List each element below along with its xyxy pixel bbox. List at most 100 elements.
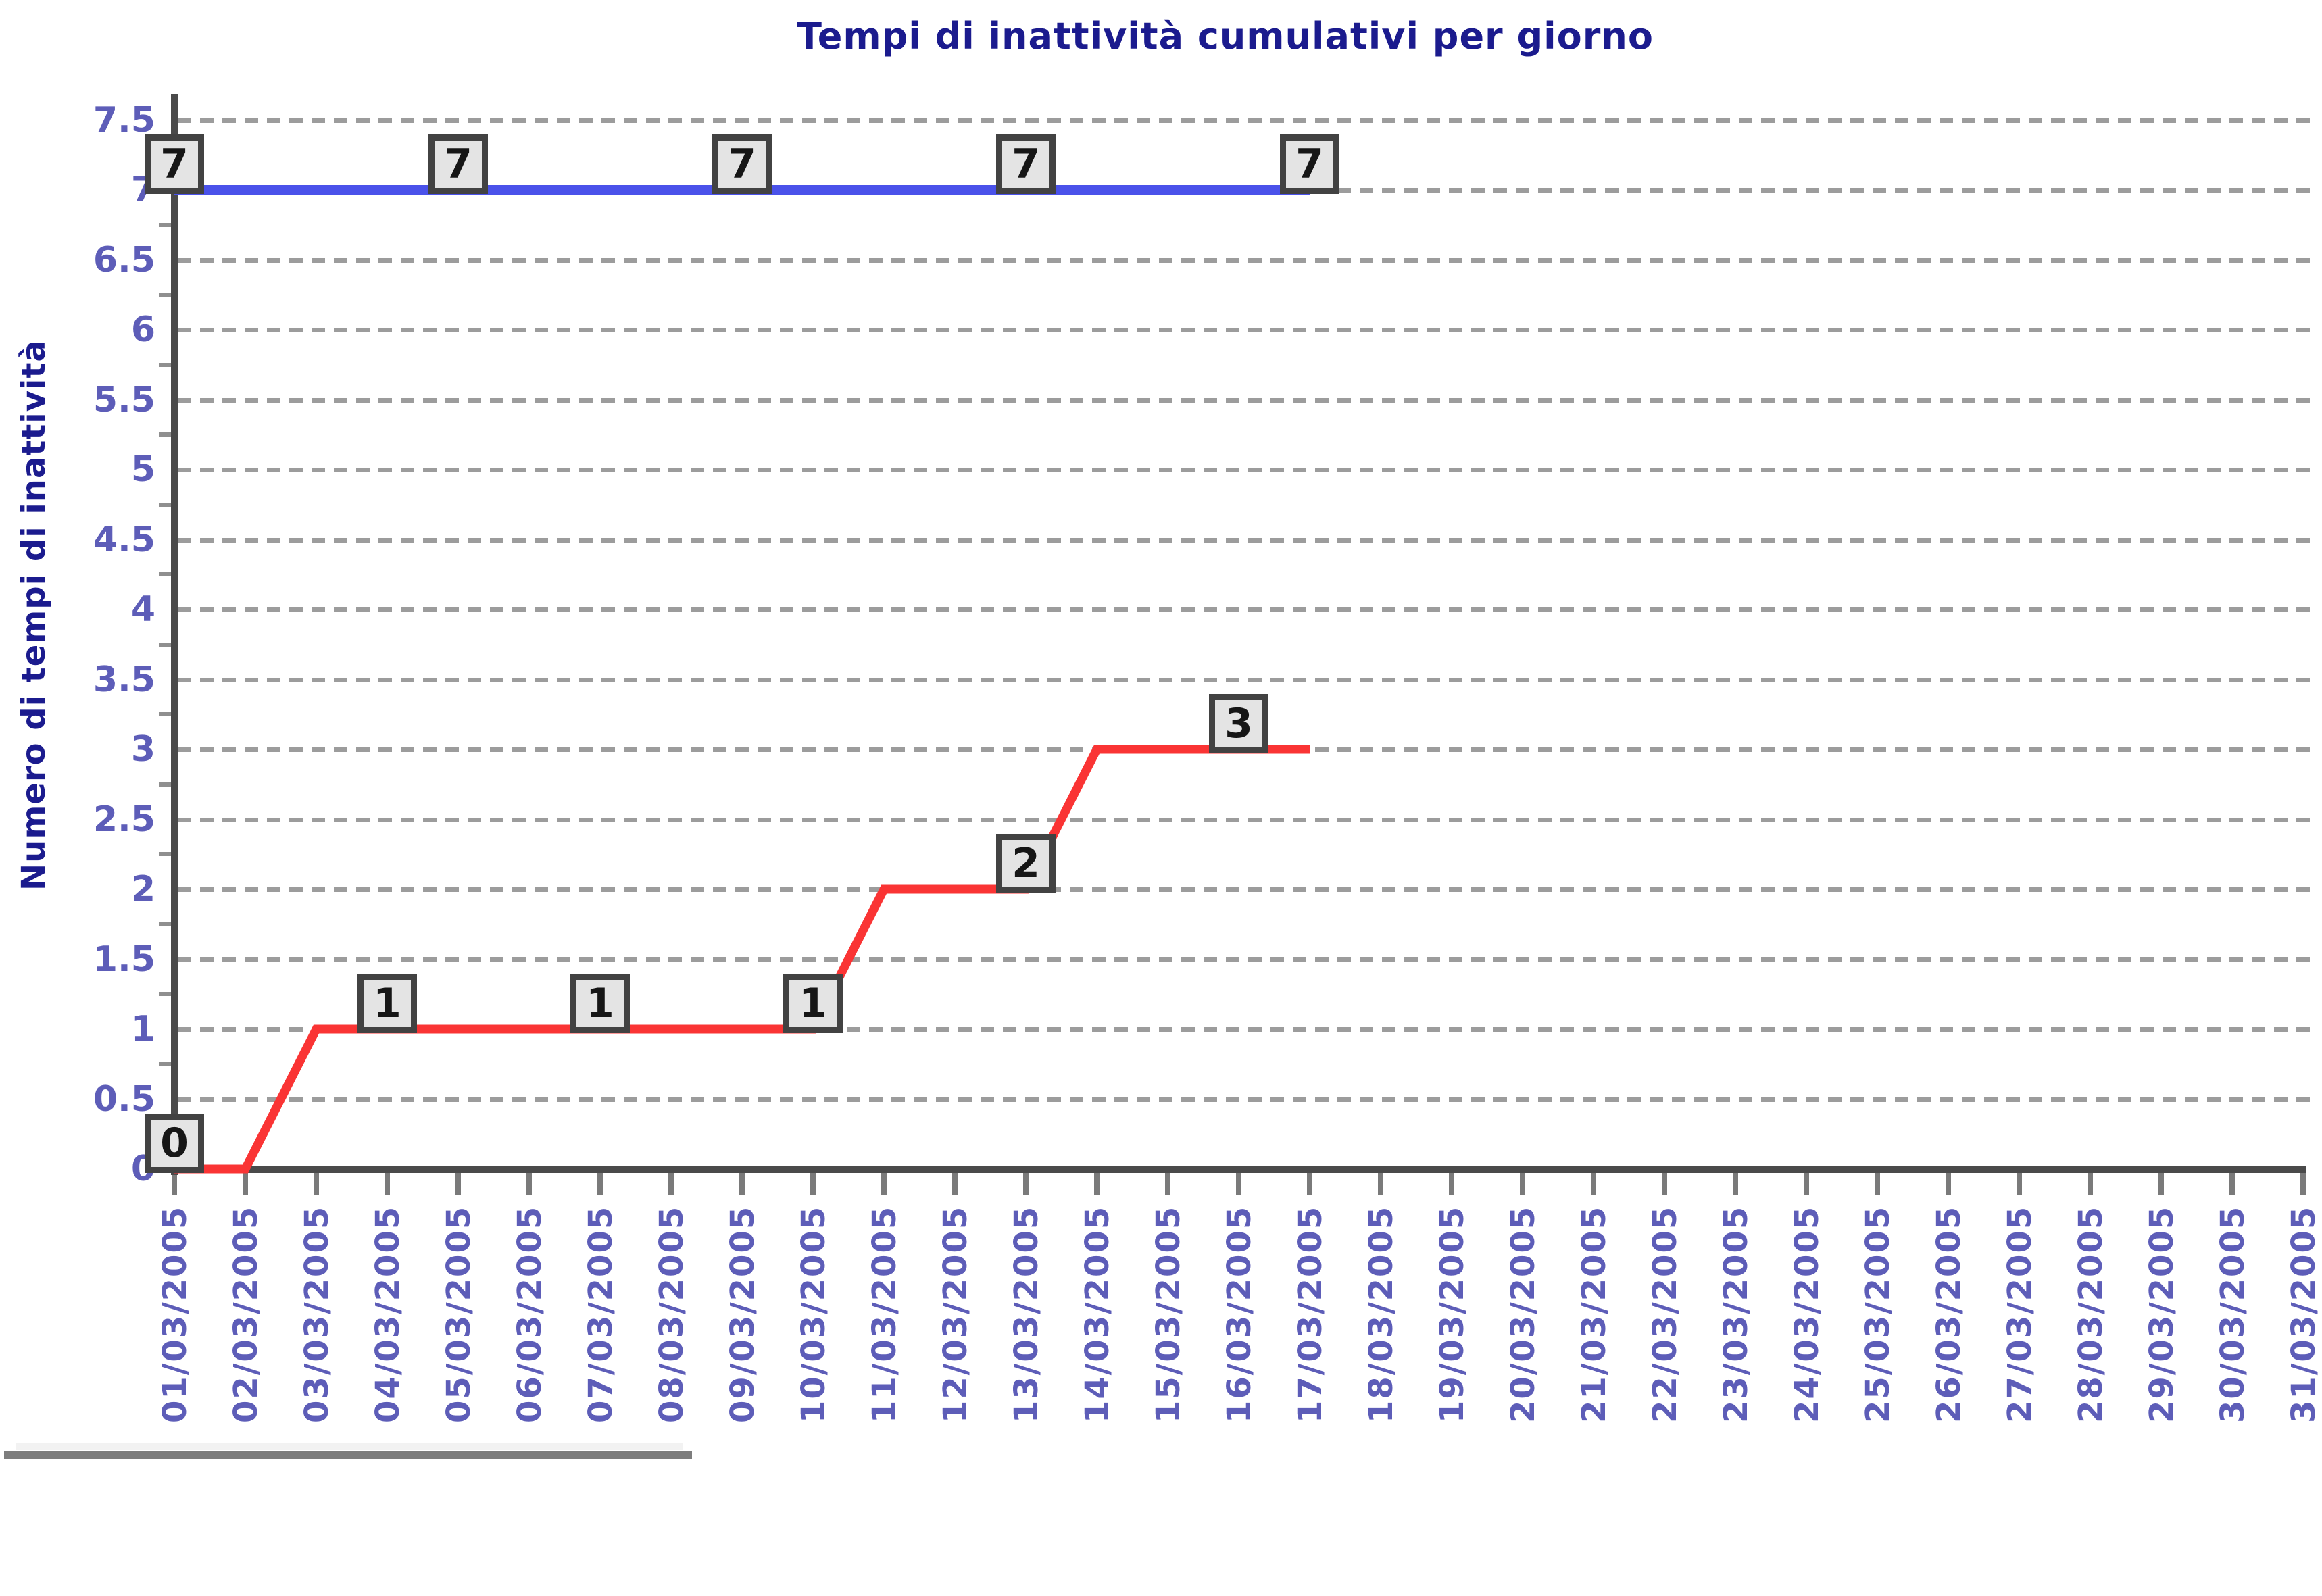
x-tick xyxy=(1520,1173,1525,1195)
gridline xyxy=(178,957,2315,962)
x-tick xyxy=(243,1173,248,1195)
x-tick xyxy=(1165,1173,1170,1195)
x-tick-label: 15/03/2005 xyxy=(1150,1205,1187,1423)
data-label-box: 1 xyxy=(783,974,843,1033)
x-tick-label: 06/03/2005 xyxy=(511,1205,549,1423)
gridline xyxy=(178,188,2315,193)
y-tick-label: 2.5 xyxy=(93,799,155,840)
x-tick xyxy=(1804,1173,1809,1195)
x-axis-line xyxy=(171,1166,2306,1173)
x-tick-label: 14/03/2005 xyxy=(1079,1205,1116,1423)
gridline xyxy=(178,817,2315,822)
y-tick-label: 3.5 xyxy=(93,659,155,700)
y-minor-tick xyxy=(159,222,173,227)
gridline xyxy=(178,607,2315,612)
footer-divider xyxy=(4,1451,692,1459)
footer-strip xyxy=(16,1443,683,1450)
x-tick xyxy=(739,1173,745,1195)
y-tick-label: 7 xyxy=(130,170,155,210)
data-label-box: 2 xyxy=(996,834,1056,893)
data-label-box: 1 xyxy=(570,974,630,1033)
x-tick-label: 03/03/2005 xyxy=(298,1205,336,1423)
x-tick xyxy=(1307,1173,1312,1195)
x-tick xyxy=(1733,1173,1738,1195)
x-tick-label: 18/03/2005 xyxy=(1362,1205,1400,1423)
x-tick-label: 31/03/2005 xyxy=(2285,1205,2322,1423)
y-tick-label: 5.5 xyxy=(93,379,155,420)
x-tick-label: 30/03/2005 xyxy=(2214,1205,2252,1423)
x-tick-label: 28/03/2005 xyxy=(2072,1205,2110,1423)
gridline xyxy=(178,887,2315,892)
x-tick xyxy=(1662,1173,1667,1195)
x-tick xyxy=(1591,1173,1596,1195)
chart-title: Tempi di inattività cumulativi per giorn… xyxy=(797,15,1654,57)
y-tick-label: 1.5 xyxy=(93,939,155,980)
data-label-box: 3 xyxy=(1209,694,1268,753)
x-tick xyxy=(2300,1173,2306,1195)
x-tick xyxy=(810,1173,816,1195)
x-tick-label: 02/03/2005 xyxy=(227,1205,265,1423)
data-label-box: 1 xyxy=(357,974,417,1033)
y-minor-tick xyxy=(159,432,173,437)
x-tick-label: 21/03/2005 xyxy=(1575,1205,1613,1423)
y-tick-label: 3 xyxy=(130,729,155,770)
x-tick-label: 10/03/2005 xyxy=(795,1205,833,1423)
x-tick-label: 24/03/2005 xyxy=(1788,1205,1826,1423)
y-tick-label: 4 xyxy=(130,589,155,630)
y-tick-label: 4.5 xyxy=(93,519,155,560)
gridline xyxy=(178,677,2315,682)
y-tick-label: 6 xyxy=(130,309,155,350)
x-tick-label: 12/03/2005 xyxy=(937,1205,974,1423)
x-tick xyxy=(2017,1173,2022,1195)
data-label-box: 7 xyxy=(712,134,772,194)
gridline xyxy=(178,1097,2315,1102)
x-tick xyxy=(597,1173,603,1195)
x-tick xyxy=(455,1173,461,1195)
x-tick xyxy=(314,1173,319,1195)
x-tick xyxy=(952,1173,958,1195)
x-tick-label: 16/03/2005 xyxy=(1220,1205,1258,1423)
x-tick-label: 23/03/2005 xyxy=(1717,1205,1755,1423)
y-tick-label: 1 xyxy=(130,1009,155,1049)
x-tick-label: 11/03/2005 xyxy=(866,1205,904,1423)
x-tick xyxy=(1236,1173,1241,1195)
data-label-box: 7 xyxy=(428,134,488,194)
x-tick xyxy=(1094,1173,1100,1195)
data-label-box: 7 xyxy=(996,134,1056,194)
x-tick xyxy=(1023,1173,1029,1195)
x-tick xyxy=(881,1173,887,1195)
y-tick-label: 0 xyxy=(130,1149,155,1189)
y-minor-tick xyxy=(159,992,173,997)
x-tick xyxy=(2158,1173,2164,1195)
y-minor-tick xyxy=(159,293,173,297)
x-tick xyxy=(668,1173,674,1195)
y-tick-label: 0.5 xyxy=(93,1078,155,1120)
y-tick-label: 7.5 xyxy=(93,99,155,141)
y-tick-label: 5 xyxy=(130,449,155,490)
x-tick-label: 05/03/2005 xyxy=(440,1205,478,1423)
y-minor-tick xyxy=(159,642,173,647)
x-tick xyxy=(385,1173,390,1195)
gridline xyxy=(178,118,2315,123)
x-tick-label: 22/03/2005 xyxy=(1646,1205,1684,1423)
x-tick-label: 09/03/2005 xyxy=(724,1205,762,1423)
x-tick xyxy=(1875,1173,1880,1195)
x-tick xyxy=(172,1173,177,1195)
x-tick-label: 07/03/2005 xyxy=(582,1205,620,1423)
x-tick xyxy=(2229,1173,2235,1195)
y-minor-tick xyxy=(159,362,173,367)
y-minor-tick xyxy=(159,572,173,577)
x-tick-label: 19/03/2005 xyxy=(1433,1205,1471,1423)
x-tick xyxy=(1378,1173,1383,1195)
data-label-box: 0 xyxy=(145,1114,204,1173)
x-tick xyxy=(1449,1173,1454,1195)
x-tick-label: 04/03/2005 xyxy=(369,1205,407,1423)
x-tick-label: 13/03/2005 xyxy=(1008,1205,1045,1423)
y-minor-tick xyxy=(159,502,173,507)
x-tick-label: 08/03/2005 xyxy=(653,1205,691,1423)
y-minor-tick xyxy=(159,852,173,857)
x-tick-label: 20/03/2005 xyxy=(1504,1205,1542,1423)
y-minor-tick xyxy=(159,1062,173,1066)
x-tick xyxy=(526,1173,532,1195)
